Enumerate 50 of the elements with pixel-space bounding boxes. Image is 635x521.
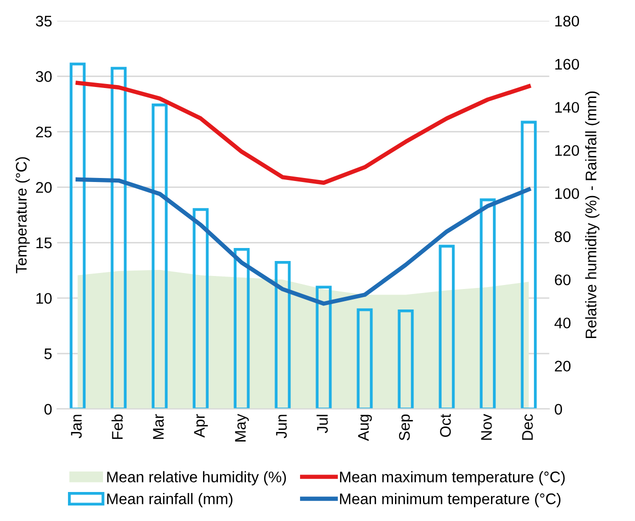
y2-tick-label: 40 — [554, 318, 571, 328]
x-tick-label: Jul — [316, 414, 328, 434]
x-tick-label: Jun — [276, 414, 287, 438]
x-tick-label: Jan — [71, 414, 82, 438]
bar — [438, 244, 455, 409]
x-tick-label: Oct — [440, 414, 451, 437]
y2-tick-label: 160 — [555, 58, 580, 70]
x-tick-label: Sep — [399, 414, 413, 440]
y2-tick-label: 0 — [554, 404, 562, 415]
legend-label: Mean relative humidity (%) — [107, 471, 286, 486]
bar — [356, 308, 373, 409]
y-tick-label: 35 — [36, 16, 52, 27]
x-tick-label: Feb — [112, 414, 123, 439]
bar — [110, 66, 127, 409]
y2-tick-label: 140 — [555, 102, 580, 113]
legend-label: Mean maximum temperature (°C) — [340, 471, 565, 486]
x-tick-label: Mar — [153, 414, 164, 439]
bar — [480, 198, 496, 409]
x-tick-label: Dec — [522, 414, 533, 440]
line-series — [76, 80, 531, 185]
y2-tick-label: 80 — [554, 231, 571, 242]
y-tick-label: 5 — [44, 348, 52, 360]
y-tick-label: 15 — [36, 238, 52, 248]
y2-axis-title: Relative humidity (%) - Rainfall (mm) — [585, 91, 600, 338]
bar — [274, 260, 291, 409]
bar — [316, 286, 332, 409]
y-tick-label: 0 — [44, 404, 52, 415]
y-axis-title: Temperature (°C) — [16, 157, 30, 274]
y-tick-label: 30 — [36, 71, 52, 82]
x-tick-label: Nov — [481, 414, 492, 440]
bar — [70, 62, 86, 409]
y2-tick-label: 20 — [554, 360, 571, 372]
x-tick-label: Aug — [358, 414, 372, 441]
y-tick-label: 20 — [36, 182, 52, 193]
y-tick-label: 25 — [36, 126, 52, 138]
bar — [152, 104, 168, 409]
bar — [398, 309, 414, 409]
bar — [192, 208, 209, 409]
legend-label: Mean rainfall (mm) — [107, 493, 232, 508]
y2-tick-label: 180 — [555, 16, 580, 27]
y2-tick-label: 100 — [555, 188, 580, 200]
y-tick-label: 10 — [36, 292, 52, 304]
x-tick-label: May — [235, 414, 249, 442]
bar — [234, 248, 250, 409]
line-series — [76, 177, 531, 306]
y2-tick-label: 60 — [554, 274, 571, 286]
x-tick-label: Apr — [194, 414, 208, 438]
legend-label: Mean minimum temperature (°C) — [340, 493, 560, 508]
y2-tick-label: 120 — [555, 145, 580, 156]
bar — [520, 120, 537, 409]
